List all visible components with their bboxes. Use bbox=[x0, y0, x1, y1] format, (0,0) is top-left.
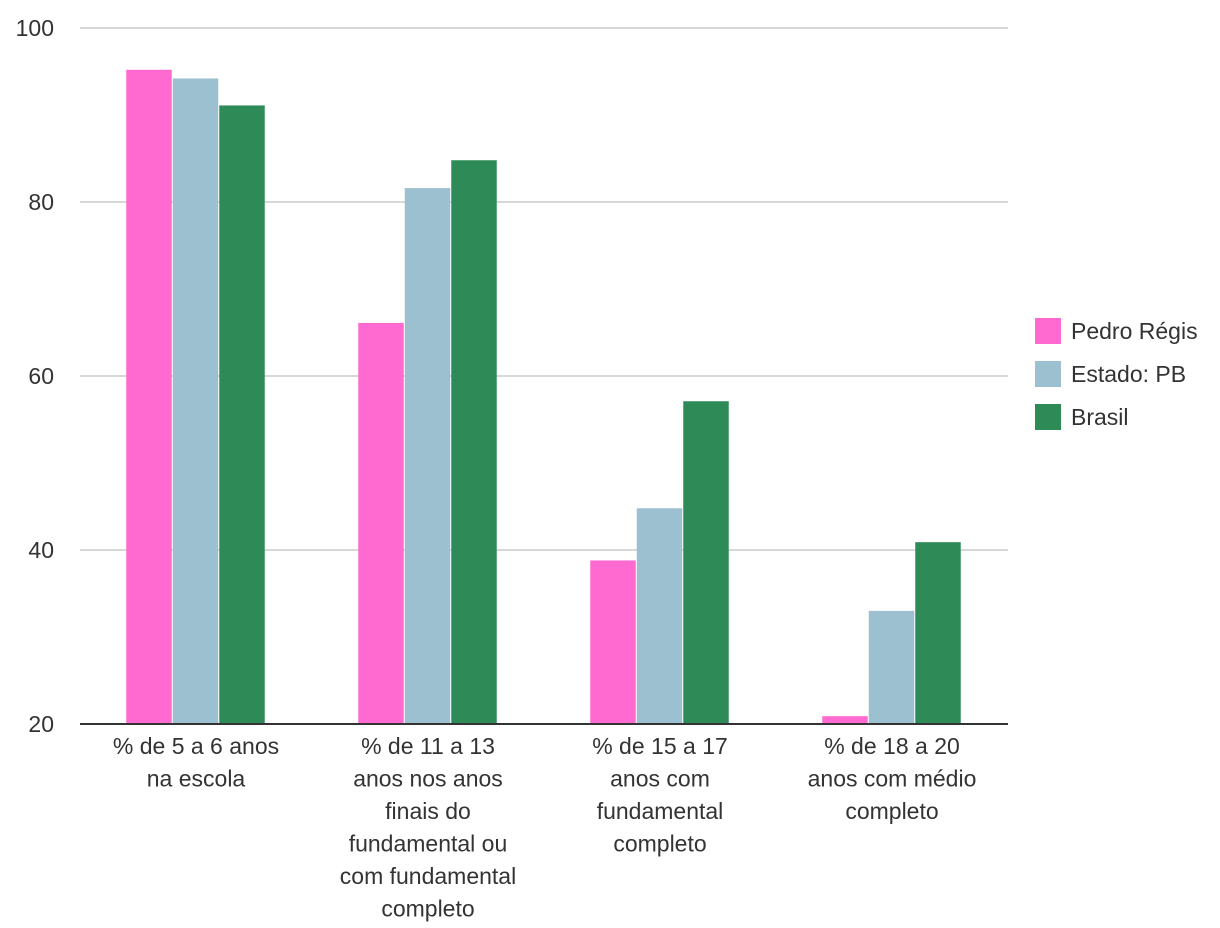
y-tick-label: 20 bbox=[28, 711, 54, 737]
bar bbox=[822, 716, 868, 724]
x-tick-label-line: completo bbox=[381, 896, 474, 922]
x-tick-label-line: com fundamental bbox=[340, 863, 516, 889]
gridlines bbox=[80, 27, 1008, 551]
x-tick-label-line: anos nos anos bbox=[353, 766, 503, 792]
legend-swatch bbox=[1035, 361, 1061, 387]
x-tick-label: % de 11 a 13 anos nos anos finais do fundam… bbox=[340, 733, 516, 922]
bar bbox=[636, 508, 683, 724]
bar bbox=[172, 78, 219, 724]
legend: Pedro Régis Estado: PB Brasil bbox=[1035, 318, 1198, 430]
bar bbox=[358, 322, 404, 724]
bar bbox=[683, 401, 729, 724]
bar bbox=[451, 160, 497, 725]
x-tick-label-line: na escola bbox=[147, 766, 246, 792]
y-tick-label: 40 bbox=[28, 537, 54, 563]
bar bbox=[868, 610, 915, 724]
x-tick-label-line: anos com bbox=[610, 766, 710, 792]
x-axis-labels: % de 5 a 6 anos na escola % de 11 a 13 anos… bbox=[113, 733, 976, 922]
bars bbox=[126, 69, 961, 725]
y-tick-label: 60 bbox=[28, 363, 54, 389]
bar bbox=[404, 188, 451, 724]
x-tick-label-line: % de 11 a 13 bbox=[361, 733, 495, 759]
x-tick-label-line: completo bbox=[845, 798, 938, 824]
x-tick-label-line: finais do bbox=[385, 798, 471, 824]
x-tick-label: % de 15 a 17 anos com fundamental completo bbox=[592, 733, 728, 857]
x-tick-label-line: anos com médio bbox=[808, 766, 977, 792]
x-tick-label-line: % de 18 a 20 bbox=[824, 733, 960, 759]
x-tick-label-line: % de 15 a 17 bbox=[592, 733, 728, 759]
x-tick-label-line: fundamental ou bbox=[349, 831, 508, 857]
legend-swatch bbox=[1035, 318, 1061, 344]
x-tick-label-line: completo bbox=[613, 831, 706, 857]
legend-label: Brasil bbox=[1071, 404, 1129, 430]
bar bbox=[126, 69, 172, 724]
x-tick-label: % de 5 a 6 anos na escola bbox=[113, 733, 279, 792]
legend-label: Estado: PB bbox=[1071, 361, 1186, 387]
legend-swatch bbox=[1035, 404, 1061, 430]
y-tick-label: 80 bbox=[28, 189, 54, 215]
y-axis: 20 40 60 80 100 bbox=[16, 15, 54, 737]
y-tick-label: 100 bbox=[16, 15, 54, 41]
x-tick-label: % de 18 a 20 anos com médio completo bbox=[808, 733, 977, 824]
bar bbox=[590, 560, 636, 724]
bar bbox=[219, 105, 265, 725]
x-tick-label-line: fundamental bbox=[597, 798, 724, 824]
bar bbox=[915, 542, 961, 724]
x-tick-label-line: % de 5 a 6 anos bbox=[113, 733, 279, 759]
legend-label: Pedro Régis bbox=[1071, 318, 1198, 344]
